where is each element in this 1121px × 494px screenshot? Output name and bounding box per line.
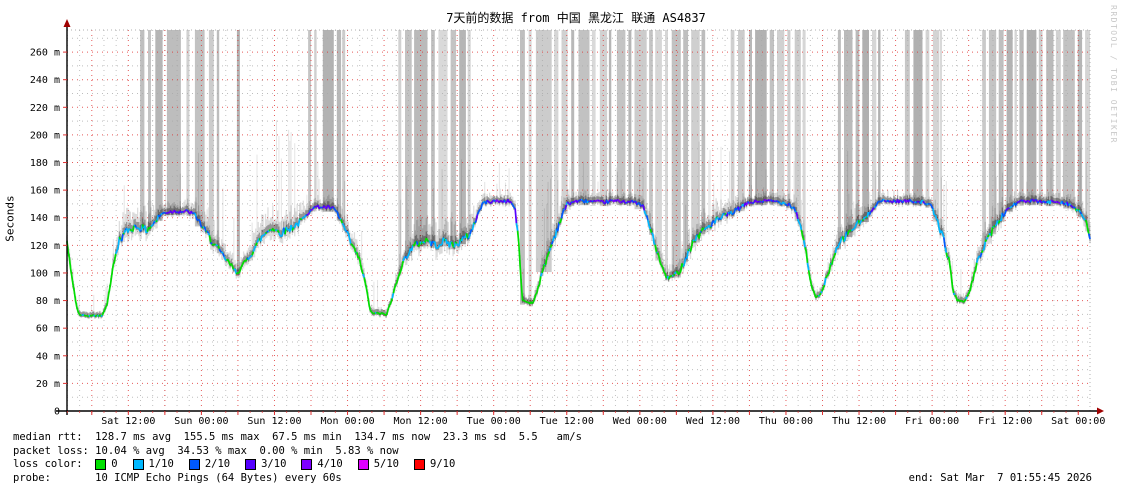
x-tick-label: Mon 12:00 xyxy=(394,416,448,427)
loss-legend-item: 1/10 xyxy=(132,458,174,472)
y-tick-label: 200 m xyxy=(30,130,60,141)
packet-loss-stats: packet loss: 10.04 % avg 34.53 % max 0.0… xyxy=(13,444,399,457)
loss-legend-item: 3/10 xyxy=(245,458,286,472)
loss-color-swatch xyxy=(188,459,200,471)
loss-color-swatch xyxy=(95,459,107,471)
loss-color-swatch xyxy=(132,459,144,471)
x-tick-label: Thu 00:00 xyxy=(759,416,813,427)
y-tick-label: 140 m xyxy=(30,213,60,224)
loss-color-swatch xyxy=(357,459,369,471)
y-tick-label: 120 m xyxy=(30,241,60,252)
loss-legend-item: 0 xyxy=(95,458,118,472)
y-tick-label: 240 m xyxy=(30,75,60,86)
y-tick-label: 0 xyxy=(54,407,60,418)
loss-legend-label: 9/10 xyxy=(430,458,456,471)
y-tick-label: 60 m xyxy=(36,324,60,335)
loss-color-legend: loss color: 0 1/10 2/10 3/10 4/10 5/10 9/10 xyxy=(13,458,582,472)
end-timestamp: end: Sat Mar 7 01:55:45 2026 xyxy=(908,472,1092,484)
loss-color-label: loss color: xyxy=(13,458,96,471)
probe-info: probe: 10 ICMP Echo Pings (64 Bytes) eve… xyxy=(13,471,342,484)
loss-color-swatch xyxy=(301,459,313,471)
x-tick-label: Tue 00:00 xyxy=(467,416,521,427)
loss-legend-label: 4/10 xyxy=(317,458,343,471)
loss-legend-label: 0 xyxy=(111,458,118,471)
rrdtool-watermark: RRDTOOL / TOBI OETIKER xyxy=(1109,5,1118,144)
x-tick-label: Thu 12:00 xyxy=(832,416,886,427)
y-tick-label: 160 m xyxy=(30,186,60,197)
y-tick-label: 80 m xyxy=(36,296,60,307)
legend: median rtt: 128.7 ms avg 155.5 ms max 67… xyxy=(13,431,582,485)
median-rtt-stats: median rtt: 128.7 ms avg 155.5 ms max 67… xyxy=(13,431,582,443)
x-tick-label: Sat 00:00 xyxy=(1051,416,1105,427)
loss-legend-label: 3/10 xyxy=(261,458,287,471)
x-tick-label: Sun 00:00 xyxy=(174,416,228,427)
loss-color-swatch xyxy=(414,459,425,471)
loss-legend-label: 5/10 xyxy=(373,458,399,471)
x-tick-label: Tue 12:00 xyxy=(540,416,594,427)
loss-legend-item: 9/10 xyxy=(414,458,455,472)
x-tick-label: Mon 00:00 xyxy=(320,416,374,427)
y-tick-label: 260 m xyxy=(30,48,60,59)
loss-legend-item: 4/10 xyxy=(301,458,343,472)
loss-legend-label: 1/10 xyxy=(148,458,174,471)
loss-color-swatch xyxy=(245,459,257,471)
latency-chart: 0 20 m 40 m 60 m 80 m 100 m 120 m 140 m 160 m 180… xyxy=(30,19,1105,427)
loss-legend-item: 2/10 xyxy=(188,458,231,472)
x-tick-label: Sat 12:00 xyxy=(101,416,155,427)
x-tick-label: Fri 00:00 xyxy=(905,416,959,427)
loss-color-items: 0 1/10 2/10 3/10 4/10 5/10 9/10 xyxy=(95,458,470,472)
chart-title: 7天前的数据 from 中国 黑龙江 联通 AS4837 xyxy=(446,11,706,25)
y-tick-label: 180 m xyxy=(30,158,60,169)
y-tick-label: 40 m xyxy=(36,351,60,362)
loss-legend-label: 2/10 xyxy=(204,458,231,471)
y-tick-label: 220 m xyxy=(30,103,60,114)
y-tick-label: 100 m xyxy=(30,268,60,279)
x-tick-label: Fri 12:00 xyxy=(978,416,1032,427)
loss-legend-item: 5/10 xyxy=(357,458,399,472)
x-tick-label: Wed 12:00 xyxy=(686,416,740,427)
x-tick-label: Sun 12:00 xyxy=(247,416,301,427)
y-tick-label: 20 m xyxy=(36,379,60,390)
x-tick-label: Wed 00:00 xyxy=(613,416,667,427)
